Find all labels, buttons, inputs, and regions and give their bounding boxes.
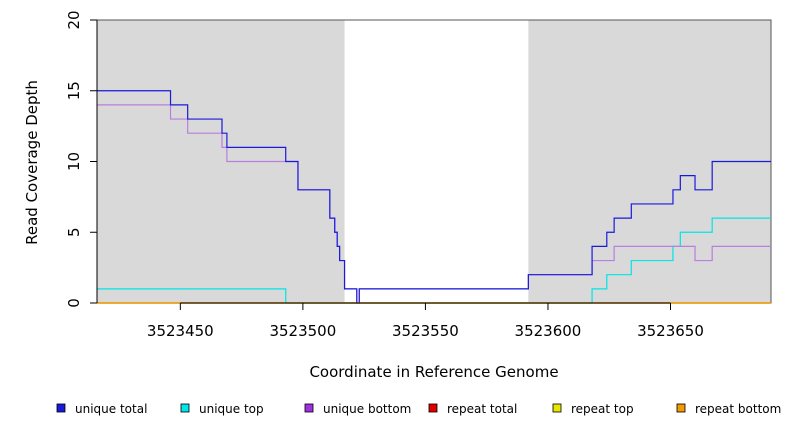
y-ticks: 0 5 10 15 20 — [65, 10, 97, 308]
legend-swatch — [56, 403, 66, 413]
x-ticks: 3523450 3523500 3523550 3523600 3523650 — [147, 303, 704, 340]
legend-swatch — [428, 403, 438, 413]
legend-label: unique top — [199, 402, 264, 416]
x-tick-label: 3523550 — [392, 322, 459, 340]
legend: unique total unique top unique bottom repea… — [56, 402, 781, 416]
legend-label: unique bottom — [323, 402, 411, 416]
x-axis-title: Coordinate in Reference Genome — [309, 363, 558, 381]
legend-label: repeat top — [571, 402, 634, 416]
x-tick-label: 3523600 — [515, 322, 582, 340]
x-tick-label: 3523650 — [637, 322, 704, 340]
legend-swatch — [180, 403, 190, 413]
x-tick-label: 3523450 — [147, 322, 214, 340]
legend-swatch — [304, 403, 314, 413]
legend-swatch — [676, 403, 686, 413]
x-tick-label: 3523500 — [269, 322, 336, 340]
y-tick-label: 5 — [65, 227, 83, 237]
y-tick-label: 0 — [65, 298, 83, 308]
shaded-region-1 — [97, 20, 345, 303]
legend-label: repeat bottom — [695, 402, 781, 416]
y-tick-label: 15 — [65, 81, 83, 100]
legend-label: unique total — [75, 402, 147, 416]
y-axis-title: Read Coverage Depth — [23, 80, 41, 245]
y-tick-label: 20 — [65, 10, 83, 29]
y-tick-label: 10 — [65, 152, 83, 171]
series-unique-total — [97, 90, 771, 304]
legend-swatch — [552, 403, 562, 413]
legend-label: repeat total — [447, 402, 517, 416]
